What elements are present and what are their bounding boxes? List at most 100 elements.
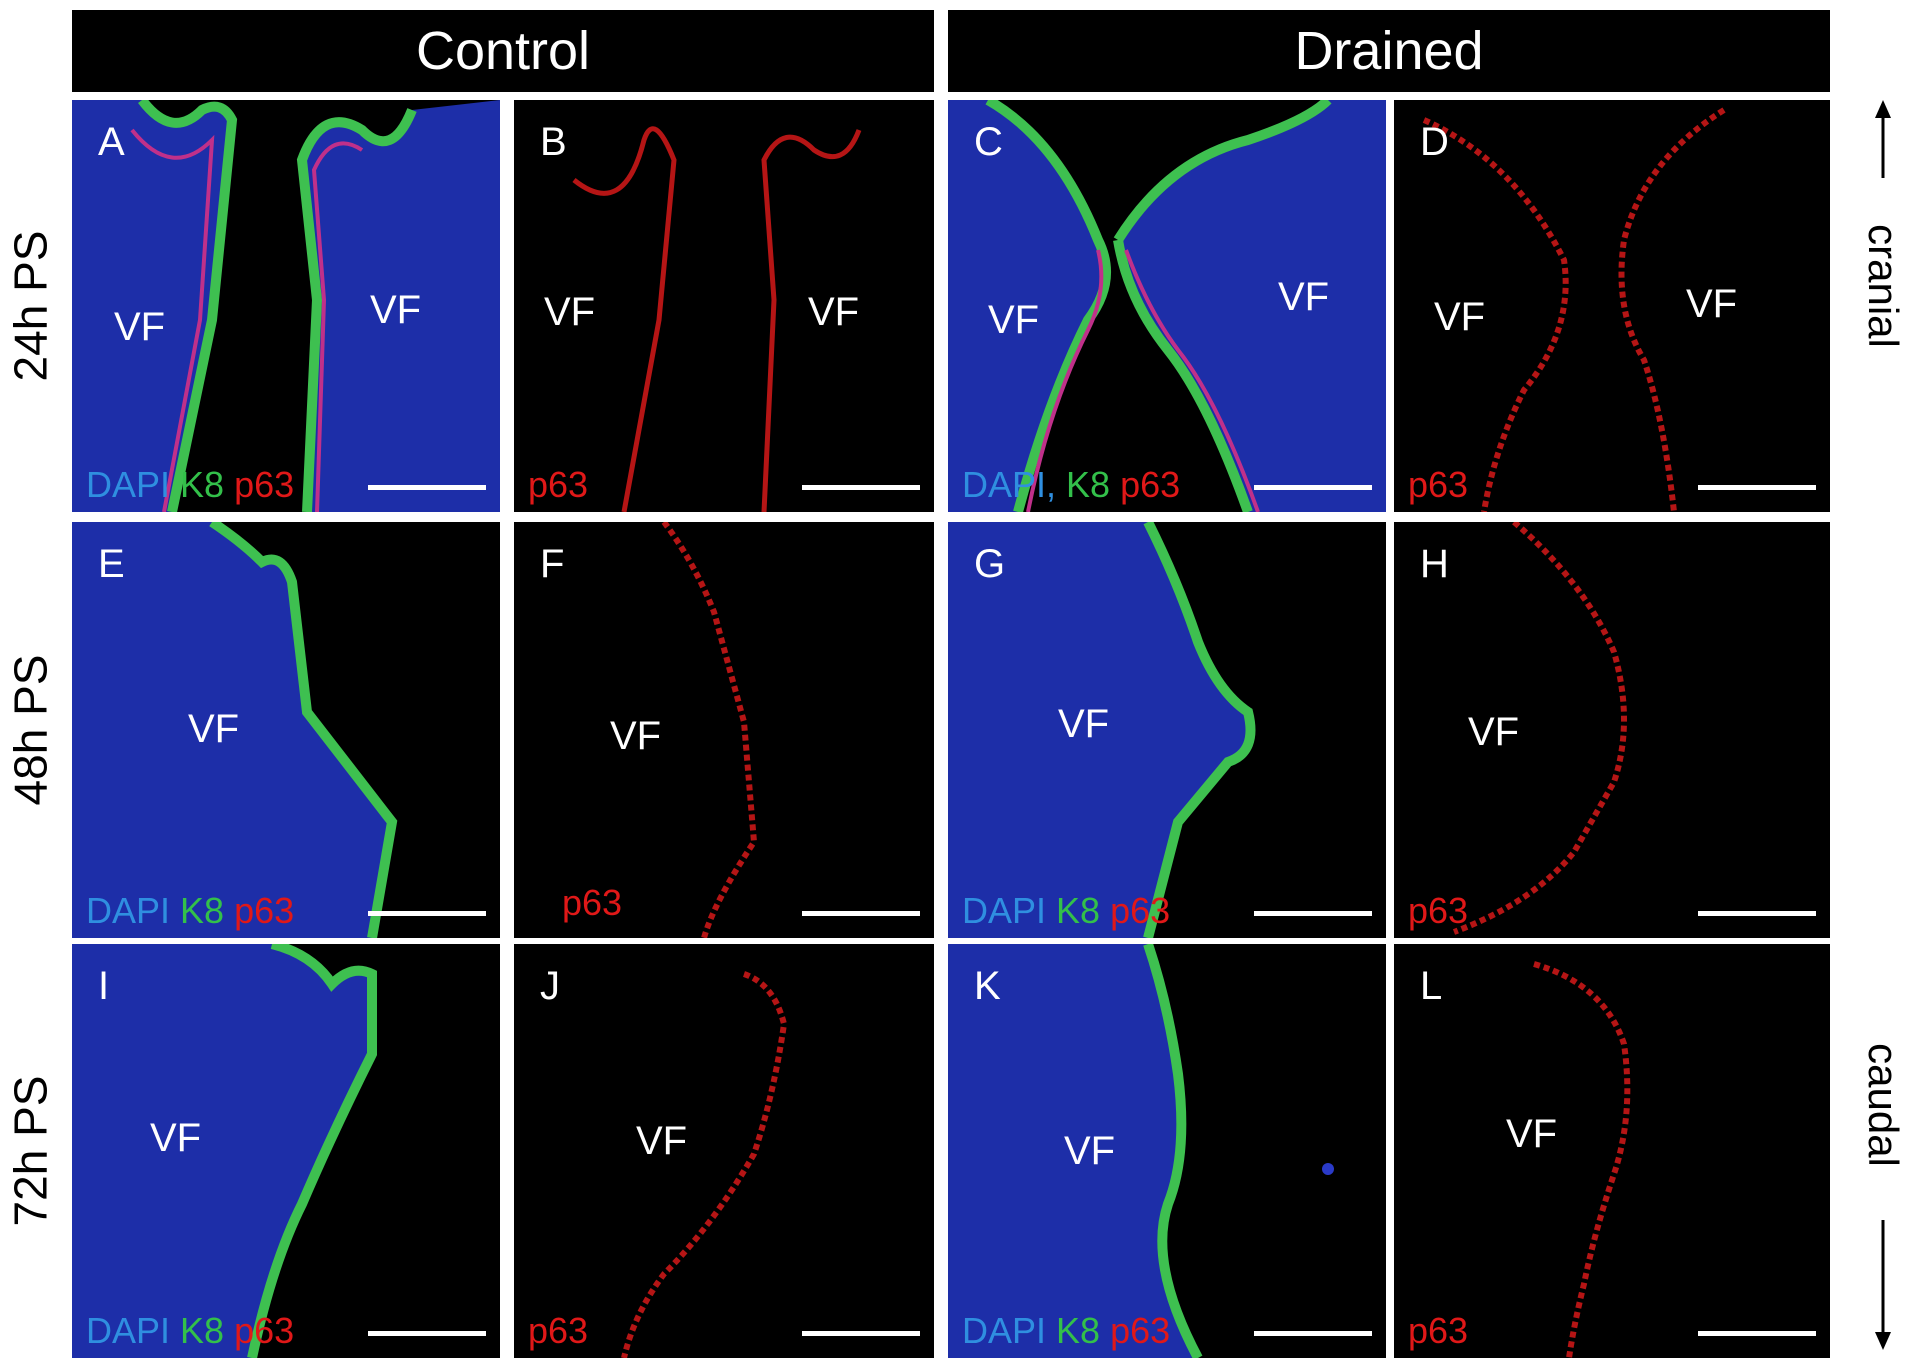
panel-letter: A [98, 120, 125, 164]
panel-e: E VF DAPI K8 p63 [72, 522, 500, 938]
stain-legend: DAPI, K8 p63 [962, 464, 1180, 506]
row-label-24h: 24h PS [0, 100, 60, 512]
panel-letter: E [98, 542, 125, 586]
panel-letter: D [1420, 120, 1449, 164]
panel-letter: H [1420, 542, 1449, 586]
vf-label: VF [1064, 1129, 1116, 1173]
micrograph-a [72, 100, 500, 512]
header-drained-label: Drained [1294, 21, 1484, 81]
micrograph-b [514, 100, 934, 512]
stain-legend: DAPI K8 p63 [86, 890, 294, 932]
vf-label: VF [610, 714, 662, 758]
axis-cranial: cranial [1846, 100, 1920, 410]
micrograph-c [948, 100, 1386, 512]
stain-legend: DAPI K8 p63 [962, 1310, 1170, 1352]
stain-dapi: DAPI [962, 1310, 1047, 1351]
micrograph-e [72, 522, 500, 938]
micrograph-f [514, 522, 934, 938]
vf-label: VF [1506, 1112, 1558, 1156]
vf-label: VF [1686, 282, 1738, 326]
stain-legend: p63 [528, 464, 588, 506]
panel-letter: F [540, 542, 565, 586]
panel-a: A VF VF DAPI K8 p63 [72, 100, 500, 512]
vf-label: VF [1058, 702, 1110, 746]
scale-bar [368, 1331, 486, 1336]
scale-bar [368, 911, 486, 916]
row-label-48h: 48h PS [0, 522, 60, 938]
panel-letter: K [974, 964, 1001, 1008]
vf-label: VF [988, 298, 1040, 342]
scale-bar [1254, 911, 1372, 916]
axis-caudal: caudal [1846, 1000, 1920, 1350]
stain-k8: K8 [180, 890, 225, 931]
vf-label: VF [1278, 275, 1330, 319]
panel-letter: G [974, 542, 1006, 586]
vf-label: VF [188, 707, 240, 751]
header-drained: Drained [948, 10, 1830, 92]
stain-dapi: DAPI, [962, 464, 1057, 505]
stain-k8: K8 [180, 1310, 225, 1351]
stain-k8: K8 [1056, 1310, 1101, 1351]
stain-p63: p63 [562, 882, 623, 923]
stain-p63: p63 [1408, 464, 1469, 505]
panel-letter: I [98, 964, 110, 1008]
micrograph-i [72, 944, 500, 1358]
scale-bar [1698, 1331, 1816, 1336]
scale-bar [1254, 485, 1372, 490]
stain-legend: p63 [528, 1310, 588, 1352]
stain-k8: K8 [1066, 464, 1111, 505]
stain-legend: DAPI K8 p63 [962, 890, 1170, 932]
micrograph-l [1394, 944, 1830, 1358]
panel-f: F VF p63 [514, 522, 934, 938]
stain-legend: DAPI K8 p63 [86, 464, 294, 506]
vf-label: VF [114, 305, 166, 349]
stain-p63: p63 [528, 464, 589, 505]
panel-letter: C [974, 120, 1003, 164]
scale-bar [802, 1331, 920, 1336]
arrow-up-icon [1875, 100, 1891, 178]
panel-letter: B [540, 120, 567, 164]
row-label-72h: 72h PS [0, 944, 60, 1358]
panel-b: B VF VF p63 [514, 100, 934, 512]
header-control: Control [72, 10, 934, 92]
panel-l: L VF p63 [1394, 944, 1830, 1358]
scale-bar [802, 911, 920, 916]
stain-legend: p63 [1408, 1310, 1468, 1352]
header-control-label: Control [415, 21, 591, 81]
axis-cranial-label: cranial [1860, 224, 1907, 348]
micrograph-j [514, 944, 934, 1358]
vf-label: VF [370, 288, 422, 332]
vf-label: VF [636, 1119, 688, 1163]
micrograph-g [948, 522, 1386, 938]
stain-p63: p63 [528, 1310, 589, 1351]
panel-letter: J [540, 964, 560, 1008]
micrograph-h [1394, 522, 1830, 938]
micrograph-d [1394, 100, 1830, 512]
vf-label: VF [1434, 295, 1486, 339]
vf-label: VF [544, 290, 596, 334]
panel-d: D VF VF p63 [1394, 100, 1830, 512]
stain-k8: K8 [1056, 890, 1101, 931]
panel-h: H VF p63 [1394, 522, 1830, 938]
row-label-24h-text: 24h PS [4, 230, 56, 382]
vf-label: VF [808, 290, 860, 334]
stain-legend: p63 [562, 882, 622, 924]
stain-p63: p63 [1408, 1310, 1469, 1351]
row-label-48h-text: 48h PS [4, 654, 56, 806]
arrow-down-icon [1875, 1220, 1891, 1350]
stain-p63: p63 [1110, 1310, 1171, 1351]
stain-dapi: DAPI [962, 890, 1047, 931]
stain-p63: p63 [1120, 464, 1181, 505]
stain-dapi: DAPI [86, 1310, 171, 1351]
stain-p63: p63 [234, 1310, 295, 1351]
panel-i: I VF DAPI K8 p63 [72, 944, 500, 1358]
stain-p63: p63 [1408, 890, 1469, 931]
stain-dapi: DAPI [86, 890, 171, 931]
scale-bar [1698, 911, 1816, 916]
vf-label: VF [150, 1116, 202, 1160]
stain-p63: p63 [234, 890, 295, 931]
stain-legend: p63 [1408, 890, 1468, 932]
panel-g: G VF DAPI K8 p63 [948, 522, 1386, 938]
panel-j: J VF p63 [514, 944, 934, 1358]
scale-bar [1254, 1331, 1372, 1336]
